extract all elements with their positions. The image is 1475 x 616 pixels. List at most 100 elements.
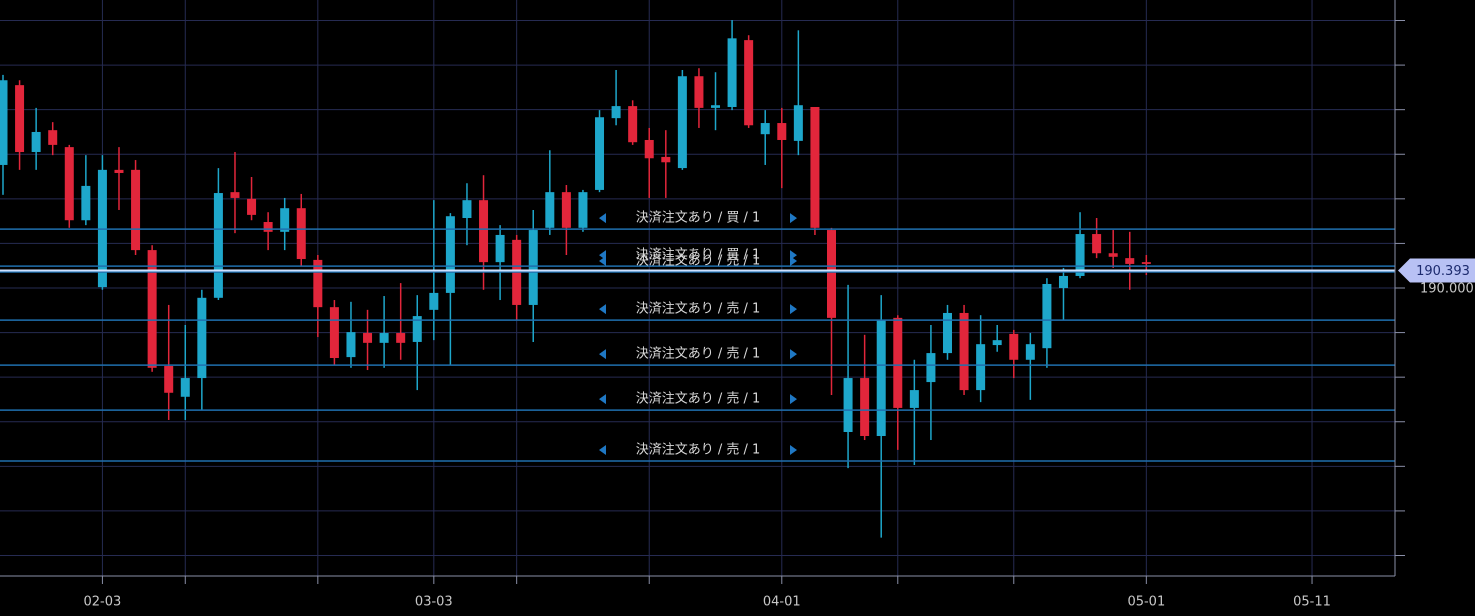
candle-body (213, 193, 223, 298)
candle-body (1092, 234, 1102, 254)
candle-body (1141, 262, 1151, 264)
candle-body (31, 131, 41, 153)
order-arrow-left (599, 394, 606, 405)
candle-body (1009, 333, 1019, 360)
order-arrow-right (790, 444, 797, 455)
candle-body (495, 234, 505, 263)
x-tick-label: 04-01 (763, 595, 801, 610)
x-tick-label: 05-01 (1127, 595, 1165, 610)
y-tick-label: 190.000 (1420, 282, 1474, 297)
candle-body (396, 333, 406, 343)
candle-body (976, 344, 986, 391)
candle-body (462, 200, 472, 219)
candle-body (777, 123, 787, 140)
candle-body (131, 169, 141, 251)
candle-body (760, 123, 770, 135)
candle-body (992, 340, 1002, 346)
candle-body (1025, 344, 1035, 360)
order-arrow-right (790, 213, 797, 224)
x-tick-label: 02-03 (84, 595, 122, 610)
candle-body (1075, 234, 1085, 276)
candle-body (793, 105, 803, 141)
candle-body (959, 312, 969, 391)
candle-body (711, 105, 721, 108)
candle-body (561, 192, 571, 228)
order-arrow-left (599, 255, 606, 266)
candle-body (893, 317, 903, 408)
candle-body (1108, 253, 1118, 257)
order-label: 決済注文あり / 買 / 1 (636, 210, 761, 226)
last-price-label: 190.393 (1416, 264, 1470, 279)
candle-body (230, 192, 240, 198)
order-arrow-left (599, 444, 606, 455)
candle-body (677, 76, 687, 169)
candle-body (1125, 258, 1135, 264)
order-arrow-right (790, 394, 797, 405)
order-label: 決済注文あり / 売 / 1 (636, 301, 761, 317)
candle-body (611, 106, 621, 119)
candle-body (0, 80, 8, 165)
candle-body (876, 320, 886, 437)
candle-body (48, 130, 58, 145)
order-label: 決済注文あり / 買 / 1 (636, 247, 761, 263)
candle-body (942, 312, 952, 354)
order-arrow-left (599, 213, 606, 224)
candle-body (595, 117, 605, 190)
candle-body (727, 38, 737, 107)
candle-body (280, 208, 290, 232)
candle-body (628, 106, 638, 143)
candle-body (528, 230, 538, 305)
candle-body (694, 76, 704, 108)
order-label: 決済注文あり / 売 / 1 (636, 252, 761, 268)
order-arrow-right (790, 349, 797, 360)
candle-body (661, 156, 671, 163)
candle-body (860, 378, 870, 437)
candle-body (363, 333, 373, 343)
x-tick-label: 05-11 (1293, 595, 1331, 610)
last-price-tag (1398, 258, 1475, 283)
candle-body (843, 378, 853, 432)
candle-body (263, 222, 273, 232)
order-label: 決済注文あり / 売 / 1 (636, 391, 761, 407)
order-arrow-right (790, 304, 797, 315)
candle-body (180, 378, 190, 397)
order-label: 決済注文あり / 売 / 1 (636, 441, 761, 457)
order-arrow-left (599, 304, 606, 315)
candle-body (644, 139, 654, 159)
x-tick-label: 03-03 (415, 595, 453, 610)
order-label: 決済注文あり / 売 / 1 (636, 346, 761, 362)
candle-body (1042, 283, 1052, 349)
candle-body (545, 192, 555, 228)
candle-body (578, 192, 588, 228)
candle-body (81, 185, 91, 221)
candle-body (810, 106, 820, 228)
candle-body (479, 200, 489, 263)
candle-body (64, 147, 74, 221)
order-arrow-left (599, 349, 606, 360)
candle-body (926, 353, 936, 383)
candle-body (147, 250, 157, 368)
candle-body (412, 316, 422, 342)
candle-body (379, 333, 389, 343)
order-arrow-right (790, 255, 797, 266)
candle-body (1058, 275, 1068, 288)
candle-body (247, 198, 257, 215)
candle-body (313, 259, 323, 308)
candle-body (909, 390, 919, 408)
candle-body (197, 297, 207, 379)
candle-body (827, 230, 836, 318)
candle-body (114, 169, 124, 173)
candle-body (744, 40, 754, 126)
candle-body (346, 332, 356, 358)
candle-body (296, 208, 306, 260)
candles (0, 20, 1151, 538)
candle-body (429, 292, 439, 310)
candle-body (15, 85, 25, 153)
candle-body (445, 216, 455, 293)
candle-body (329, 307, 339, 358)
